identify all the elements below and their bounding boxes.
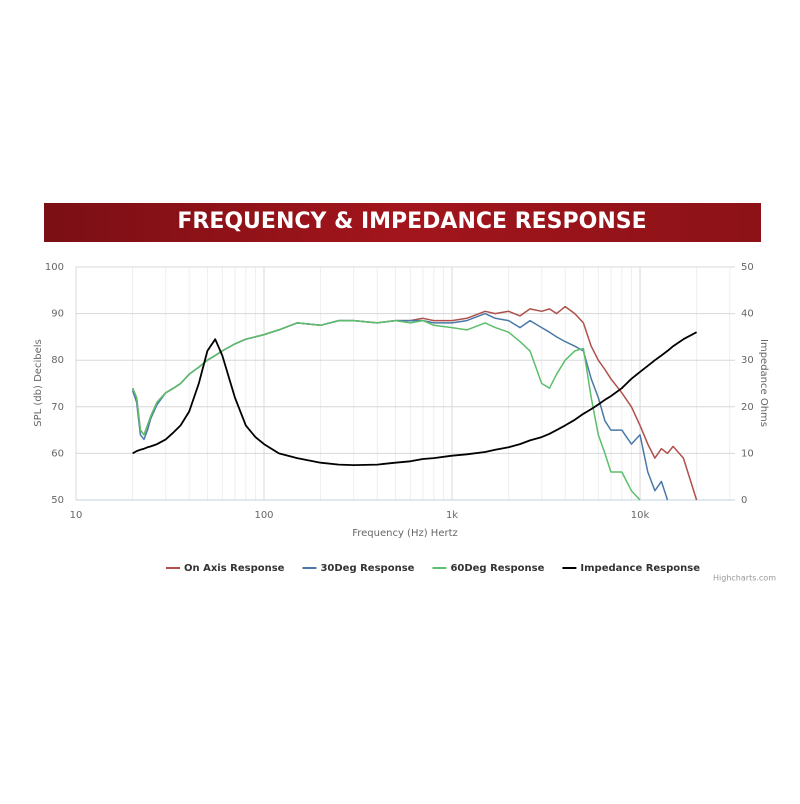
y-tick-label: 50 [51,495,64,506]
y-tick-label: 80 [51,355,64,366]
x-tick-label: 10k [631,510,650,521]
y2-tick-label: 30 [741,355,754,366]
legend-label: 60Deg Response [450,563,544,574]
y-tick-label: 90 [51,309,64,320]
series-line [131,319,641,501]
y-axis-title: SPL (db) Decibels [33,339,44,426]
series-line [132,331,698,466]
y-tick-label: 60 [51,448,64,459]
title-banner [44,203,761,242]
y2-tick-label: 50 [741,262,754,273]
legend-label: 30Deg Response [320,563,414,574]
y2-tick-label: 40 [741,309,754,320]
credit: Highcharts.com [713,574,776,583]
x-axis-title: Frequency (Hz) Hertz [352,528,458,539]
legend-label: On Axis Response [184,563,285,574]
y2-tick-label: 20 [741,402,754,413]
y-tick-label: 70 [51,402,64,413]
x-tick-label: 1k [446,510,458,521]
y2-tick-label: 10 [741,448,754,459]
x-tick-label: 10 [70,510,83,521]
y2-axis-title: Impedance Ohms [758,339,769,427]
y2-tick-label: 0 [741,495,747,506]
chart-title: FREQUENCY & IMPEDANCE RESPONSE [177,209,646,234]
legend-label: Impedance Response [580,563,700,574]
y-tick-label: 100 [45,262,64,273]
x-tick-label: 100 [254,510,273,521]
series-line [131,305,698,501]
